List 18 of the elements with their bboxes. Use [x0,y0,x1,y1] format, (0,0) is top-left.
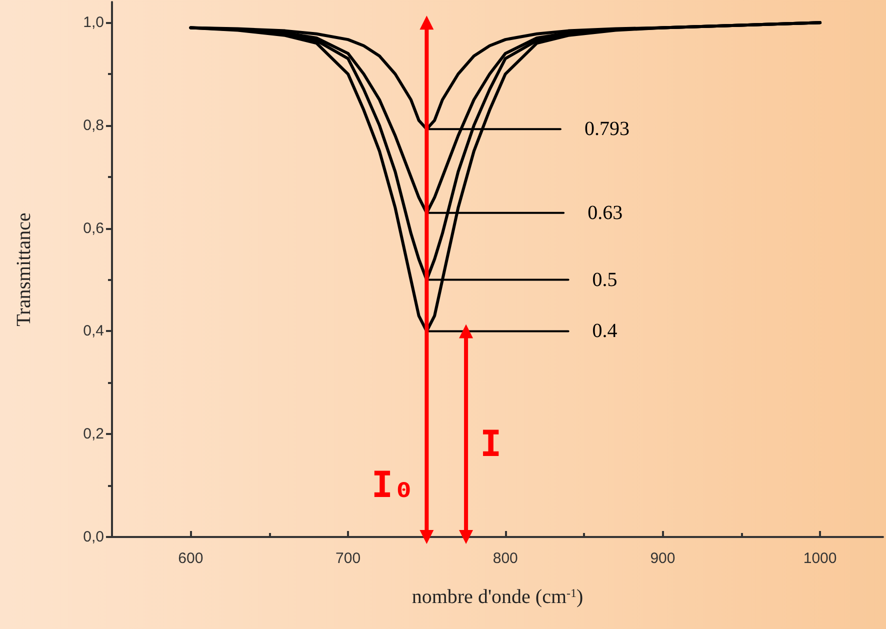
x-tick-label: 600 [178,550,204,567]
data-label: 0.4 [592,320,618,342]
x-tick-label: 800 [492,550,518,567]
y-tick-label: 0,8 [83,116,104,134]
y-tick-label: 0,4 [83,322,104,340]
x-tick-label: 700 [336,550,361,567]
x-tick-label: 1000 [803,550,837,567]
data-label: 0.63 [588,202,623,224]
data-label: 0.5 [592,268,618,291]
y-tick-label: 0,0 [83,528,104,546]
y-axis-title: Transmittance [13,212,35,326]
y-tick-label: 0,2 [83,426,104,443]
y-tick-label: 0,6 [83,220,104,237]
series-label: I [480,424,502,465]
series-label: I₀ [371,465,415,506]
x-tick-label: 900 [650,550,676,567]
data-label: 0.793 [584,118,630,140]
y-tick-label: 1,0 [83,14,104,32]
